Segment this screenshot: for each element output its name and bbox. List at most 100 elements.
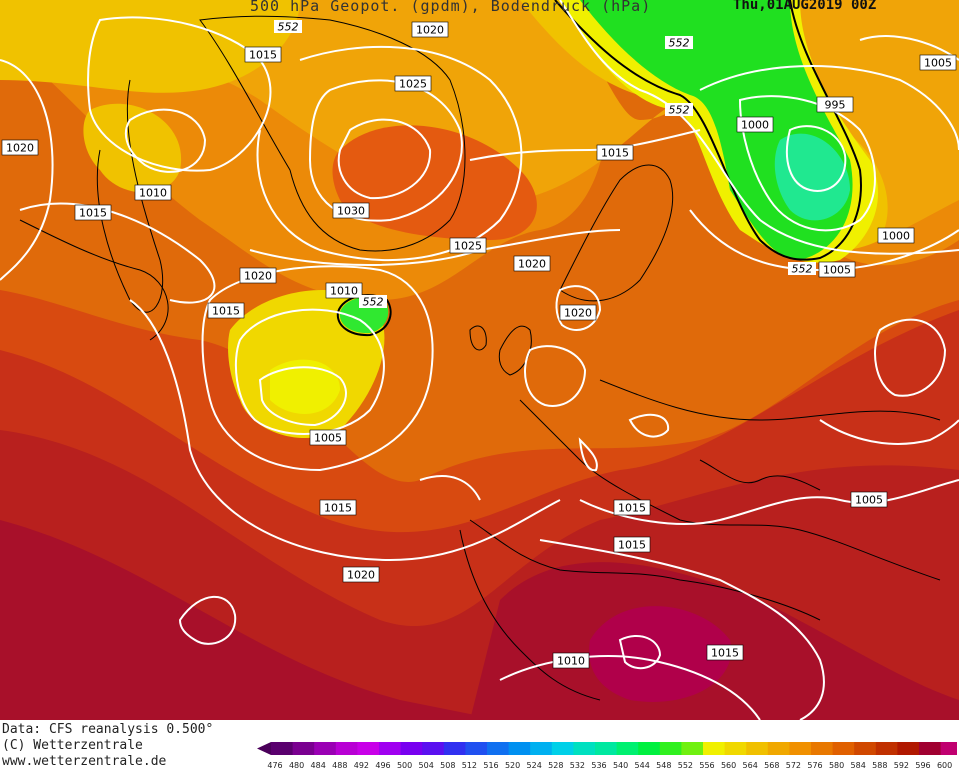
svg-text:552: 552 — [278, 21, 299, 34]
colorbar-swatch — [638, 742, 661, 755]
colorbar-swatch — [919, 742, 942, 755]
isobar-label: 1030 — [332, 202, 370, 219]
colorbar-tick-label: 532 — [570, 761, 585, 770]
colorbar-tick-label: 516 — [483, 761, 498, 770]
colorbar-tick-label: 512 — [462, 761, 477, 770]
colorbar-swatch — [314, 742, 337, 755]
svg-text:1015: 1015 — [618, 539, 646, 552]
svg-text:1015: 1015 — [212, 305, 240, 318]
colorbar-swatch — [703, 742, 726, 755]
colorbar-tick-label: 548 — [656, 761, 671, 770]
colorbar-swatch — [443, 742, 466, 755]
colorbar-tick-label: 520 — [505, 761, 520, 770]
isobar-label: 1020 — [239, 267, 277, 284]
geopot-label-552: 552 — [665, 36, 693, 50]
svg-text:552: 552 — [669, 104, 690, 117]
data-source-credit: Data: CFS reanalysis 0.500° — [2, 722, 214, 737]
website-link[interactable]: www.wetterzentrale.de — [2, 754, 167, 769]
isobar-label: 1015 — [596, 144, 634, 161]
colorbar-swatch — [573, 742, 596, 755]
isobar-label: 1020 — [513, 255, 551, 272]
isobar-label: 1015 — [319, 499, 357, 516]
isobar-label: 1005 — [818, 261, 856, 278]
svg-text:1020: 1020 — [6, 142, 34, 155]
colorbar-arrow-low — [257, 742, 271, 755]
svg-text:1015: 1015 — [601, 147, 629, 160]
colorbar-swatch — [789, 742, 812, 755]
colorbar-tick-label: 500 — [397, 761, 412, 770]
weather-map: 1020 1015 1005 1025 995 1000 1030 1010 1015 1020 1… — [0, 0, 959, 720]
colorbar-swatch — [659, 742, 682, 755]
svg-text:1005: 1005 — [924, 57, 952, 70]
colorbar-swatch — [595, 742, 618, 755]
svg-text:552: 552 — [363, 296, 384, 309]
svg-text:995: 995 — [825, 99, 846, 112]
svg-text:1005: 1005 — [823, 264, 851, 277]
isobar-label: 1020 — [1, 139, 39, 156]
colorbar-tick-label: 584 — [851, 761, 866, 770]
colorbar-swatch — [508, 742, 531, 755]
coastlines — [19, 15, 941, 701]
colorbar-swatch — [357, 742, 380, 755]
colorbar-swatch — [767, 742, 790, 755]
isobar-label-group: 1020 1015 1005 1025 995 1000 1030 1010 1015 1020 1… — [1, 21, 957, 669]
colorbar-swatch — [271, 742, 294, 755]
geopot-label-552: 552 — [274, 20, 302, 34]
colorbar-swatch — [551, 742, 574, 755]
colorbar-tick-label: 580 — [829, 761, 844, 770]
colorbar-tick-label: 588 — [872, 761, 887, 770]
geopot-label-552: 552 — [359, 295, 387, 309]
isobar-label: 1020 — [342, 566, 380, 583]
isobar-label: 1015 — [706, 644, 744, 661]
valid-time: Thu,01AUG2019 00Z — [733, 0, 877, 13]
geopot-label-552: 552 — [788, 262, 816, 276]
colorbar-swatch — [422, 742, 445, 755]
isobar-label: 1020 — [411, 21, 449, 38]
geopotential-colorbar: 476 480 484 488 492 496 500 504 508 512 516 520 524 5… — [257, 742, 957, 770]
colorbar-tick-label: 536 — [591, 761, 606, 770]
svg-text:1010: 1010 — [139, 187, 167, 200]
colorbar-tick-label: 524 — [527, 761, 542, 770]
colorbar-tick-label: 508 — [440, 761, 455, 770]
copyright-credit: (C) Wetterzentrale — [2, 738, 143, 753]
colorbar-tick-label: 576 — [807, 761, 822, 770]
svg-text:1010: 1010 — [557, 655, 585, 668]
colorbar-swatch — [616, 742, 639, 755]
colorbar-tick-label: 556 — [699, 761, 714, 770]
svg-text:1005: 1005 — [855, 494, 883, 507]
isobar-label: 1015 — [207, 302, 245, 319]
colorbar-tick-label: 552 — [678, 761, 693, 770]
svg-text:1020: 1020 — [416, 24, 444, 37]
colorbar-tick-label: 488 — [332, 761, 347, 770]
colorbar-swatch — [292, 742, 315, 755]
colorbar-swatch — [875, 742, 898, 755]
svg-text:1020: 1020 — [244, 270, 272, 283]
isobars — [0, 0, 959, 720]
svg-text:1030: 1030 — [337, 205, 365, 218]
svg-text:1020: 1020 — [347, 569, 375, 582]
svg-text:552: 552 — [669, 37, 690, 50]
svg-text:1000: 1000 — [741, 119, 769, 132]
geopot-fill-540-north — [774, 133, 850, 221]
geopot-label-552: 552 — [665, 103, 693, 117]
colorbar-swatch — [940, 742, 957, 755]
svg-text:1020: 1020 — [564, 307, 592, 320]
isobar-label: 1015 — [244, 46, 282, 63]
svg-text:1025: 1025 — [399, 78, 427, 91]
isobar-label: 1005 — [919, 54, 957, 71]
svg-text:1015: 1015 — [618, 502, 646, 515]
colorbar-swatch — [400, 742, 423, 755]
colorbar-tick-label: 492 — [354, 761, 369, 770]
svg-text:1000: 1000 — [882, 230, 910, 243]
map-title: 500 hPa Geopot. (gpdm), Bodendruck (hPa) — [250, 0, 652, 15]
geopot-fill-576-greenland — [332, 125, 537, 240]
colorbar-swatch — [530, 742, 553, 755]
isobar-label: 1025 — [449, 237, 487, 254]
isobar-label: 1000 — [877, 227, 915, 244]
isobar-label: 1010 — [552, 652, 590, 669]
svg-text:1025: 1025 — [454, 240, 482, 253]
svg-text:1015: 1015 — [249, 49, 277, 62]
colorbar-tick-label: 544 — [635, 761, 650, 770]
isobar-label: 995 — [816, 96, 854, 113]
isobar-label: 1010 — [325, 282, 363, 299]
